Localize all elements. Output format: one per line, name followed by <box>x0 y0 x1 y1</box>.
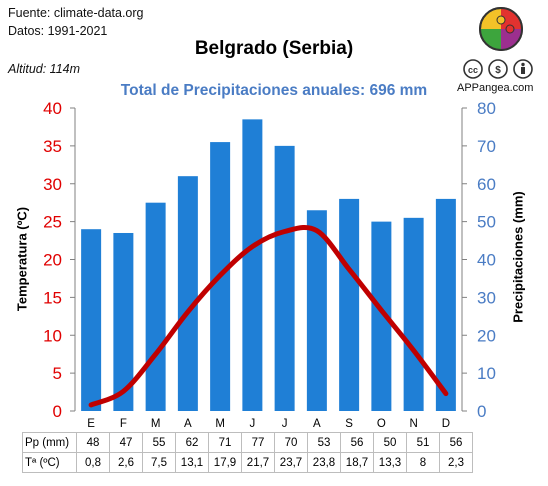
bar-precipitation-6 <box>274 145 295 411</box>
altitude-text: Altitud: 114m <box>8 62 81 76</box>
y-axis-label-temperature: Temperatura (ºC) <box>14 206 30 312</box>
data-table: Pp (mm) 48 47 55 62 71 77 70 53 56 50 51 56 Tª (ºC)… <box>22 432 473 473</box>
y-tick-label: 5 <box>53 364 62 383</box>
table-cell: 70 <box>274 432 308 453</box>
x-category-label: D <box>442 418 450 430</box>
table-cell: 2,6 <box>109 452 143 473</box>
chart-title: Belgrado (Serbia) <box>194 38 354 59</box>
y-tick-label: 15 <box>43 288 62 307</box>
bar-precipitation-1 <box>113 232 134 411</box>
y2-tick-label: 10 <box>477 364 496 383</box>
y-tick-label: 10 <box>43 326 62 345</box>
svg-text:$: $ <box>495 65 501 76</box>
table-cell: 62 <box>175 432 209 453</box>
x-category-label: E <box>87 418 95 430</box>
bar-precipitation-3 <box>177 176 198 411</box>
brand-text: APPangea.com <box>457 82 534 94</box>
table-cell: 21,7 <box>241 452 275 473</box>
table-cell: 2,3 <box>439 452 473 473</box>
table-cell: 77 <box>241 432 275 453</box>
table-row-label: Tª (ºC) <box>22 452 77 473</box>
x-category-label: A <box>184 418 192 430</box>
x-category-label: N <box>409 418 417 430</box>
bar-precipitation-5 <box>242 119 263 412</box>
x-category-label: M <box>215 418 225 430</box>
table-cell: 0,8 <box>76 452 110 473</box>
table-cell: 71 <box>208 432 242 453</box>
table-cell: 56 <box>439 432 473 453</box>
y-tick-label: 0 <box>53 402 62 421</box>
y-tick-label: 25 <box>43 213 62 232</box>
bar-precipitation-10 <box>403 217 424 411</box>
y-tick-label: 40 <box>43 99 62 118</box>
x-category-label: M <box>151 418 161 430</box>
bar-precipitation-8 <box>339 198 360 411</box>
table-cell: 13,3 <box>373 452 407 473</box>
svg-text:cc: cc <box>468 65 478 75</box>
y2-tick-label: 40 <box>477 251 496 270</box>
table-cell: 50 <box>373 432 407 453</box>
table-cell: 8 <box>406 452 440 473</box>
source-text: Fuente: climate-data.org <box>8 6 144 20</box>
bar-precipitation-2 <box>145 202 166 411</box>
table-cell: 53 <box>307 432 341 453</box>
table-cell: 23,8 <box>307 452 341 473</box>
table-cell: 18,7 <box>340 452 374 473</box>
x-category-label: S <box>345 418 353 430</box>
table-cell: 56 <box>340 432 374 453</box>
appangea-logo-icon <box>479 7 523 51</box>
table-cell: 55 <box>142 432 176 453</box>
x-category-label: F <box>120 418 127 430</box>
y2-tick-label: 0 <box>477 402 486 421</box>
y-axis-label-precipitation: Precipitaciones (mm) <box>510 191 526 323</box>
bar-precipitation-11 <box>435 198 456 411</box>
y2-tick-label: 70 <box>477 137 496 156</box>
table-row-label: Pp (mm) <box>22 432 77 453</box>
x-category-label: A <box>313 418 321 430</box>
y2-tick-label: 20 <box>477 326 496 345</box>
table-row-precipitation: Pp (mm) 48 47 55 62 71 77 70 53 56 50 51 56 <box>22 432 473 453</box>
climate-chart: 0 5 10 15 20 25 30 35 40 0 10 20 30 40 50 60 70 80 E F M A M… <box>43 99 496 430</box>
y-tick-label: 35 <box>43 137 62 156</box>
temperature-line <box>88 224 449 408</box>
y2-tick-label: 80 <box>477 99 496 118</box>
y-tick-label: 30 <box>43 175 62 194</box>
x-category-label: J <box>282 418 288 430</box>
bar-precipitation-9 <box>371 221 392 411</box>
table-cell: 13,1 <box>175 452 209 473</box>
y-tick-label: 20 <box>43 251 62 270</box>
bar-precipitation-7 <box>306 210 327 411</box>
y2-tick-label: 50 <box>477 213 496 232</box>
y2-tick-label: 60 <box>477 175 496 194</box>
period-text: Datos: 1991-2021 <box>8 24 108 38</box>
creative-commons-icon: cc $ <box>463 59 533 79</box>
x-category-label: J <box>250 418 256 430</box>
table-cell: 47 <box>109 432 143 453</box>
table-cell: 23,7 <box>274 452 308 473</box>
x-category-label: O <box>377 418 386 430</box>
table-cell: 48 <box>76 432 110 453</box>
y2-tick-label: 30 <box>477 288 496 307</box>
table-cell: 17,9 <box>208 452 242 473</box>
table-row-temperature: Tª (ºC) 0,8 2,6 7,5 13,1 17,9 21,7 23,7 23,8 18,… <box>22 452 473 473</box>
annual-precipitation-subtitle: Total de Precipitaciones anuales: 696 mm <box>120 82 428 99</box>
table-cell: 7,5 <box>142 452 176 473</box>
table-cell: 51 <box>406 432 440 453</box>
bar-precipitation-0 <box>81 229 102 411</box>
